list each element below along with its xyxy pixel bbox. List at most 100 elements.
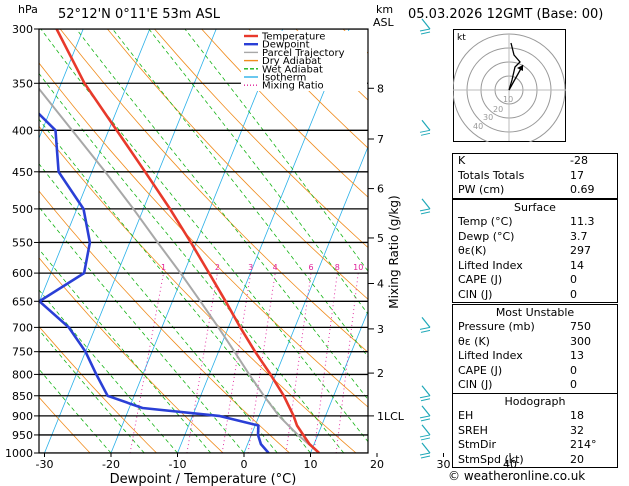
dry-adiabat-line	[154, 29, 368, 249]
most-unstable-row: CAPE (J) 0	[458, 363, 577, 377]
temperature-tick-label: -20	[102, 458, 120, 471]
pressure-tick-label: 450	[12, 166, 33, 179]
dry-adiabat-line	[107, 29, 368, 300]
mixing-ratio-label: 8	[335, 263, 340, 272]
asl-label: ASL	[373, 16, 394, 29]
x-axis-label: Dewpoint / Temperature (°C)	[110, 472, 297, 486]
pressure-tick-label: 1000	[5, 447, 33, 460]
hpa-label: hPa	[18, 3, 38, 16]
legend-label: Wet Adiabat	[262, 64, 323, 75]
isotherm-line	[39, 29, 84, 140]
copyright[interactable]: © weatheronline.co.uk	[448, 469, 586, 483]
legend-label: Mixing Ratio	[262, 81, 324, 92]
wind-barb	[421, 317, 431, 328]
most-unstable-row: θε (K) 300	[458, 334, 591, 348]
wind-barb	[419, 415, 431, 419]
temperature-tick-label: 20	[370, 458, 384, 471]
wind-barb	[421, 405, 431, 417]
dry-adiabat-line	[201, 29, 368, 198]
pressure-tick-label: 650	[12, 295, 33, 308]
mixing-ratio-line	[221, 273, 252, 453]
km-tick-label: 2	[377, 367, 384, 380]
index-row-pw: PW (cm) 0.69	[458, 183, 595, 196]
wind-barb	[421, 424, 431, 436]
wind-barb	[420, 418, 431, 422]
temperature-tick-label: 10	[304, 458, 318, 471]
hodograph-title: Hodograph	[504, 395, 566, 408]
most-unstable-row: CIN (J) 0	[458, 378, 577, 391]
wind-barb	[420, 455, 431, 459]
km-tick-label: 5	[377, 232, 384, 245]
surface-panel: Surface Temp (°C) 11.3 Dewp (°C) 3.7 θε(K)…	[452, 199, 618, 303]
hodograph-trace	[508, 42, 521, 91]
mixing-ratio-line	[433, 273, 449, 453]
surface-row: Dewp (°C) 3.7	[458, 229, 588, 243]
temperature-tick-label: -10	[169, 458, 187, 471]
km-label: km	[376, 3, 394, 16]
hodograph-panel: Hodograph EH 18 SREH 32 StmDir 214° StmSpd …	[452, 393, 618, 468]
hodograph-ring-label: 10	[503, 95, 513, 104]
dry-adiabat-line	[39, 190, 290, 453]
hodograph-ring-label: 30	[483, 113, 493, 122]
wet-adiabat-line	[39, 329, 145, 453]
wind-barb	[421, 385, 431, 397]
wind-barb	[420, 437, 431, 441]
mixing-ratio-label: 3	[248, 263, 253, 272]
most-unstable-row: Lifted Index 13	[458, 349, 584, 362]
km-tick-label: 6	[377, 183, 384, 196]
legend-background	[241, 31, 367, 91]
hodograph-row: SREH 32	[458, 423, 584, 437]
isotherm-line	[243, 145, 368, 453]
km-tick-label: 8	[377, 82, 384, 95]
pressure-tick-label: 750	[12, 346, 33, 359]
wind-barb	[420, 329, 431, 333]
mixing-ratio-label: 20	[421, 263, 431, 272]
wind-barb	[421, 198, 431, 210]
hodograph-row: StmSpd (kt) 20	[458, 452, 584, 466]
hodograph: kt 10 20 30 40	[453, 29, 566, 142]
isotherm-line	[39, 29, 151, 304]
wind-barb	[421, 442, 431, 454]
pressure-tick-label: 850	[12, 390, 33, 403]
legend-label: Parcel Trajectory	[262, 48, 345, 59]
most-unstable-panel: Most Unstable Pressure (mb) 750 θε (K) 300…	[452, 304, 618, 394]
hodograph-ring-label: 40	[473, 122, 483, 131]
wet-adiabat-line	[39, 72, 345, 453]
most-unstable-row: Pressure (mb) 750	[458, 320, 591, 333]
hodograph-row: EH 18	[458, 409, 584, 422]
isotherm-line	[310, 309, 368, 453]
mixing-ratio-label: 10	[353, 263, 363, 272]
most-unstable-title: Most Unstable	[495, 306, 575, 319]
hodograph-unit: kt	[457, 33, 466, 43]
wet-adiabat-line	[39, 206, 245, 453]
pressure-tick-label: 400	[12, 124, 33, 137]
parcel-trajectory-line	[39, 87, 320, 453]
surface-row: Temp (°C) 11.3	[458, 215, 595, 228]
temperature-tick-label: -30	[36, 458, 54, 471]
wind-barb	[420, 31, 431, 35]
legend-label: Temperature	[261, 32, 325, 43]
mixing-ratio-label: 2	[215, 263, 220, 272]
km-tick-label: 3	[377, 323, 384, 336]
isotherm-line	[110, 29, 284, 453]
surface-title: Surface	[514, 201, 556, 214]
dry-adiabat-line	[39, 396, 91, 453]
wind-barb	[419, 395, 431, 399]
hodograph-row: StmDir 214°	[458, 438, 597, 451]
dry-adiabat-line	[39, 325, 157, 453]
wind-barb	[419, 452, 431, 456]
index-row-k: K -28	[458, 154, 588, 167]
wind-barb	[420, 398, 431, 402]
pressure-tick-label: 700	[12, 321, 33, 334]
legend-label: Dry Adiabat	[262, 56, 321, 67]
mixing-ratio-line	[129, 273, 164, 453]
pressure-tick-label: 300	[12, 23, 33, 36]
mixing-ratio-label: 6	[308, 263, 313, 272]
index-row-totals: Totals Totals 17	[458, 168, 584, 182]
wind-barb	[419, 28, 431, 32]
wind-barb	[420, 132, 431, 136]
datetime-title: 05.03.2026 12GMT (Base: 00)	[408, 7, 604, 22]
wind-barb	[419, 208, 431, 212]
